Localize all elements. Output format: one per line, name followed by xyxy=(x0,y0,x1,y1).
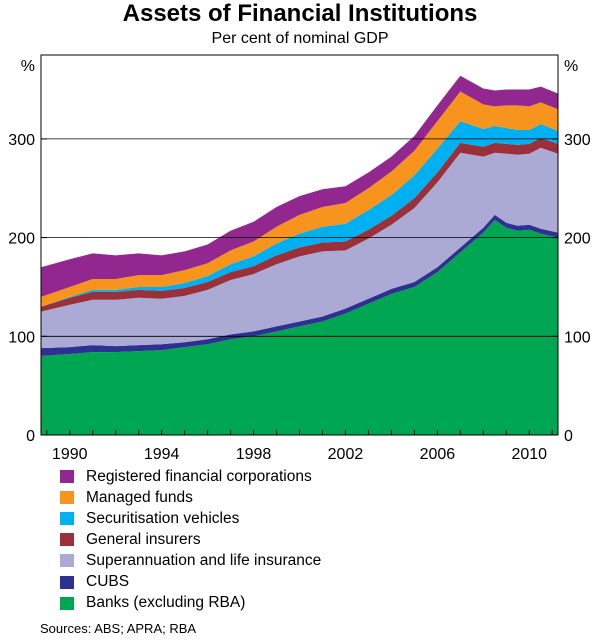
legend-label: Superannuation and life insurance xyxy=(86,551,322,569)
legend-item-managed-funds: Managed funds xyxy=(60,487,321,508)
legend-swatch xyxy=(60,512,74,526)
area-securitisation-vehicles xyxy=(41,121,558,307)
area-managed-funds xyxy=(41,91,558,307)
x-tick-label: 2010 xyxy=(511,446,547,463)
legend-item-banks-excluding-rba: Banks (excluding RBA) xyxy=(60,593,321,614)
y-tick-label-right: 0 xyxy=(564,428,573,445)
chart-title: Assets of Financial Institutions xyxy=(122,0,478,27)
area-registered-financial-corporations xyxy=(41,75,558,297)
y-tick-label-left: 300 xyxy=(8,132,35,149)
y-tick-label-right: 300 xyxy=(564,132,591,149)
legend-swatch xyxy=(60,491,74,505)
gridlines xyxy=(41,138,558,337)
area-banks-excluding-rba xyxy=(41,219,558,435)
y-tick-label-right: 100 xyxy=(564,329,591,346)
chart-subtitle: Per cent of nominal GDP xyxy=(211,30,389,47)
x-tick-label: 1998 xyxy=(236,446,272,463)
legend-swatch xyxy=(60,533,74,547)
legend-item-general-insurers: General insurers xyxy=(60,529,321,550)
x-tick-label: 2006 xyxy=(420,446,456,463)
legend-swatch xyxy=(60,554,74,568)
legend-swatch xyxy=(60,596,74,610)
y-unit-left: % xyxy=(21,58,35,75)
legend-label: Registered financial corporations xyxy=(86,467,312,485)
y-tick-label-left: 200 xyxy=(8,231,35,248)
legend-item-registered-financial-corporations: Registered financial corporations xyxy=(60,466,321,487)
x-tick-label: 2002 xyxy=(328,446,364,463)
area-layers xyxy=(41,75,558,435)
axes: 0 0 100 100 200 200 300 300% % 1990 1994 1998 2002 20… xyxy=(8,58,591,463)
area-general-insurers xyxy=(41,137,558,312)
y-tick-label-left: 100 xyxy=(8,329,35,346)
legend-label: Banks (excluding RBA) xyxy=(86,594,246,612)
legend-item-superannuation-and-life-insurance: Superannuation and life insurance xyxy=(60,550,321,571)
area-superannuation-and-life-insurance xyxy=(41,147,558,349)
legend-label: Securitisation vehicles xyxy=(86,509,240,527)
legend-item-cubs: CUBS xyxy=(60,571,321,592)
source-note: Sources: ABS; APRA; RBA xyxy=(40,621,197,636)
legend-swatch xyxy=(60,575,74,589)
legend-item-securitisation-vehicles: Securitisation vehicles xyxy=(60,508,321,529)
legend-swatch xyxy=(60,470,74,484)
legend: Registered financial corporations Managed… xyxy=(60,466,321,614)
y-unit-right: % xyxy=(564,58,578,75)
y-tick-label-left: 0 xyxy=(26,428,35,445)
y-tick-label-right: 200 xyxy=(564,231,591,248)
legend-label: CUBS xyxy=(86,573,130,591)
x-tick-label: 1994 xyxy=(144,446,180,463)
x-tick-label: 1990 xyxy=(52,446,88,463)
legend-label: Managed funds xyxy=(86,488,193,506)
legend-label: General insurers xyxy=(86,530,201,548)
